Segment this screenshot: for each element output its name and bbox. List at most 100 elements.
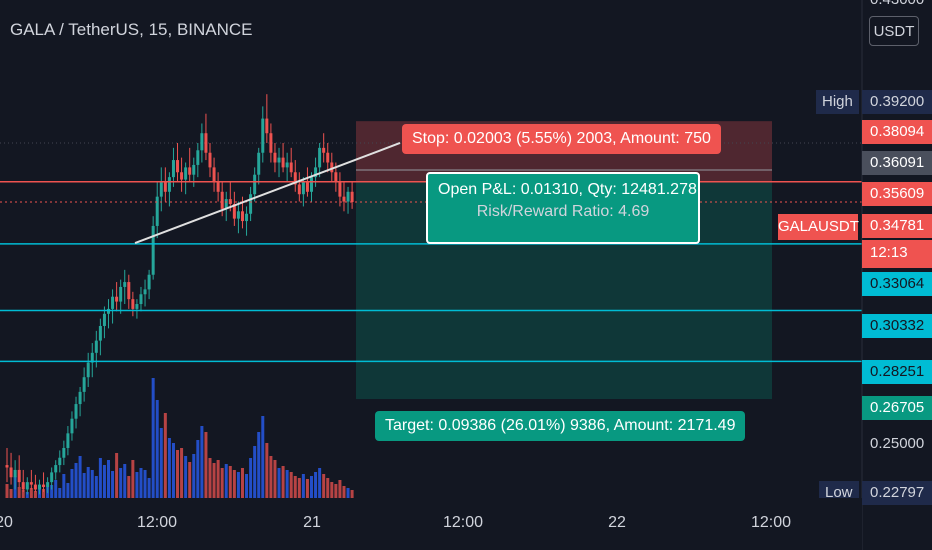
candle-body: [17, 469, 21, 483]
candle-body: [346, 191, 350, 202]
candle-body: [285, 162, 289, 168]
candle-body: [135, 304, 139, 309]
level-line-2-tag: 0.30332: [862, 314, 932, 338]
volume-bar: [346, 488, 350, 498]
volume-bar: [208, 458, 212, 498]
volume-bar: [176, 450, 180, 498]
candle-body: [216, 182, 220, 192]
candle-body: [33, 484, 37, 490]
candle-body: [29, 482, 33, 485]
candle-body: [46, 482, 50, 488]
target-callout[interactable]: Target: 0.09386 (26.01%) 9386, Amount: 2…: [375, 411, 746, 441]
volume-bar: [70, 469, 74, 498]
volume-bar: [29, 488, 33, 498]
volume-bar: [5, 484, 9, 498]
volume-bar: [50, 485, 54, 498]
candle-body: [107, 308, 110, 314]
trendline: [134, 142, 401, 244]
candle-body: [249, 194, 253, 214]
candle-body: [261, 118, 265, 153]
volume-bar: [314, 472, 318, 498]
stop-price-tag: 0.38094: [862, 120, 932, 144]
candle-body: [115, 296, 119, 302]
volume-bar: [74, 463, 78, 498]
candle-body: [204, 133, 208, 153]
volume-bar: [171, 443, 175, 498]
candle-body: [192, 164, 196, 175]
entry-alt-price-tag: 0.36091: [862, 151, 932, 175]
candle-body: [330, 162, 334, 173]
candle-body: [208, 152, 212, 168]
volume-bar: [62, 474, 66, 498]
volume-bar: [167, 438, 171, 498]
candle-body: [62, 447, 66, 458]
unit-badge[interactable]: USDT: [869, 16, 919, 46]
candle-body: [314, 167, 318, 178]
candle-body: [184, 167, 188, 180]
candle-body: [240, 211, 244, 222]
candle-body: [127, 282, 131, 300]
volume-bar: [66, 483, 70, 498]
entry-price-tag: 0.35609: [862, 182, 932, 206]
candle-body: [9, 467, 13, 478]
risk-reward-text: Risk/Reward Ratio: 4.69: [476, 203, 650, 220]
bar-countdown: 12:13: [862, 240, 932, 268]
volume-bar: [147, 478, 151, 498]
candle-body: [13, 469, 17, 478]
candle-body: [42, 484, 46, 488]
volume-bar: [131, 460, 135, 498]
volume-bar: [115, 453, 119, 498]
stop-callout[interactable]: Stop: 0.02003 (5.55%) 2003, Amount: 750: [402, 124, 721, 154]
candle-body: [143, 289, 147, 295]
volume-bar: [159, 428, 163, 498]
candle-body: [257, 152, 261, 175]
volume-bar: [228, 466, 232, 498]
candle-body: [163, 182, 167, 192]
candle-body: [273, 152, 277, 163]
volume-bar: [90, 470, 94, 498]
volume-bar: [277, 468, 281, 498]
volume-bar: [192, 454, 196, 498]
pnl-callout[interactable]: Open P&L: 0.01310, Qty: 12481.278 Risk/R…: [426, 172, 700, 244]
candle-body: [318, 147, 322, 168]
volume-bar: [155, 400, 159, 498]
volume-bar: [98, 458, 102, 498]
candle-body: [147, 274, 151, 290]
volume-bar: [334, 484, 338, 498]
candle-body: [220, 191, 224, 209]
high-price-tag: 0.39200: [862, 90, 932, 114]
candle-body: [342, 196, 346, 202]
low-price-tag: 0.22797: [862, 481, 932, 505]
time-axis[interactable]: [0, 498, 862, 550]
candle-body: [151, 225, 155, 275]
time-tick-1200-c: 12:00: [750, 514, 792, 531]
volume-bar: [123, 464, 127, 498]
candle-body: [277, 157, 281, 163]
candle-body: [37, 484, 41, 490]
candle-body: [326, 152, 330, 163]
candle-body: [281, 157, 285, 168]
volume-bar: [200, 426, 204, 498]
volume-bar: [135, 472, 139, 498]
candle-body: [119, 286, 123, 302]
volume-bar: [54, 480, 58, 498]
level-line-1-tag: 0.33064: [862, 272, 932, 296]
last-price-tag: 0.34781: [862, 214, 932, 238]
candle-body: [70, 418, 74, 434]
candle-body: [98, 325, 102, 341]
candle-body: [25, 482, 29, 490]
volume-bar: [281, 466, 285, 498]
candle-body: [212, 167, 216, 183]
candle-body: [224, 199, 228, 209]
volume-bar: [17, 487, 21, 498]
volume-bar: [338, 480, 342, 498]
volume-bar: [253, 446, 257, 498]
volume-bar: [212, 463, 216, 498]
volume-bar: [350, 490, 354, 498]
volume-bar: [42, 489, 46, 498]
volume-bar: [196, 440, 200, 498]
volume-bar: [139, 468, 143, 498]
volume-bar: [119, 468, 123, 498]
candle-body: [167, 177, 171, 192]
